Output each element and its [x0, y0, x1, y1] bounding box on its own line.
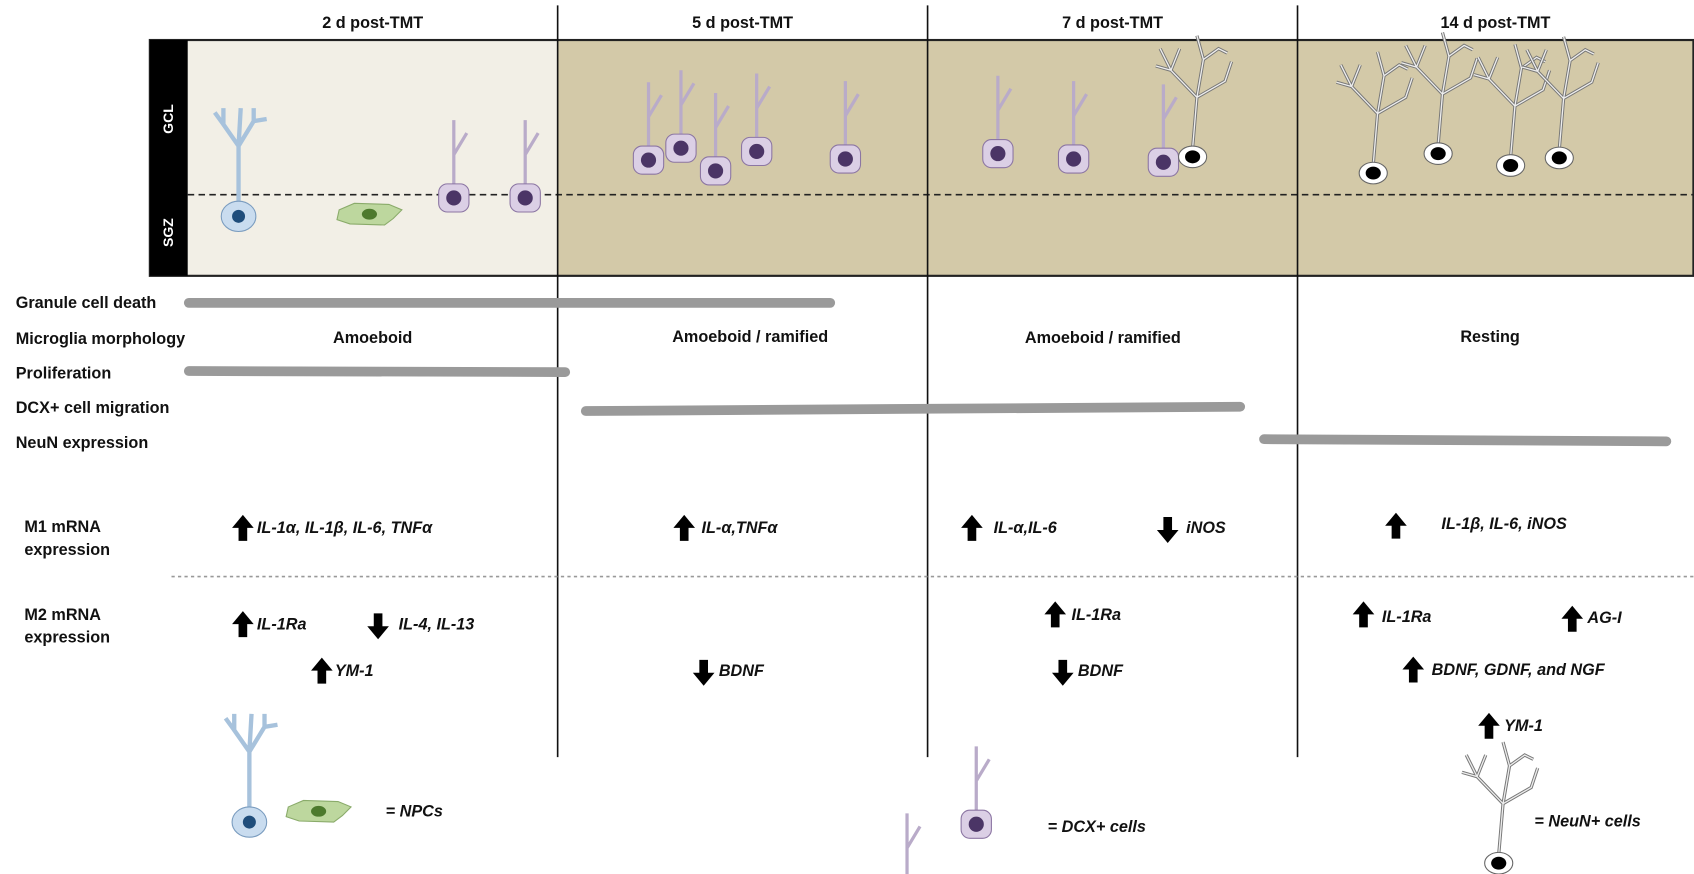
layer-label: GCL: [160, 104, 176, 134]
column-header: 14 d post-TMT: [1441, 14, 1551, 32]
microglia-state: Resting: [1460, 328, 1519, 346]
legend-label: = DCX+ cells: [1048, 818, 1146, 836]
row-label: DCX+ cell migration: [16, 399, 170, 417]
m1-item: IL-1α, IL-1β, IL-6, TNFα: [257, 519, 433, 537]
m1-label: expression: [24, 541, 110, 559]
microglia-state: Amoeboid / ramified: [672, 328, 828, 346]
m2-item: BDNF: [719, 662, 765, 680]
m2-item: BDNF, GDNF, and NGF: [1432, 661, 1606, 679]
legend-label: = NPCs: [386, 803, 443, 821]
arrow-down: [1052, 660, 1074, 686]
timeline-bar: [586, 407, 1240, 411]
arrow-up: [311, 658, 333, 684]
legend-cells: [226, 714, 1538, 874]
arrow-up: [1044, 601, 1066, 627]
arrow-up: [1385, 513, 1407, 539]
arrow-down: [693, 660, 715, 686]
arrow-up: [961, 515, 983, 541]
m2-label: expression: [24, 628, 110, 646]
panel-late: [558, 40, 1694, 276]
timeline-bar: [189, 371, 565, 372]
arrow-up: [1561, 606, 1583, 632]
timeline-bar: [1264, 439, 1666, 441]
m2-item: BDNF: [1078, 662, 1124, 680]
layer-label: SGZ: [160, 218, 176, 247]
m2-item: IL-1Ra: [257, 615, 307, 633]
m2-label: M2 mRNA: [24, 606, 101, 624]
legend-label: = NeuN+ cells: [1534, 812, 1640, 830]
microglia-state: Amoeboid: [333, 329, 412, 347]
arrow-down: [1157, 517, 1179, 543]
m2-item: AG-I: [1586, 609, 1622, 627]
column-header: 5 d post-TMT: [692, 14, 793, 32]
m1-item: IL-α,TNFα: [702, 519, 779, 537]
arrow-down: [367, 613, 389, 639]
arrow-up: [1402, 657, 1424, 683]
arrow-up: [1478, 713, 1500, 739]
m2-item: IL-1Ra: [1071, 606, 1121, 624]
m1-item: IL-α,IL-6: [994, 519, 1058, 537]
row-label: NeuN expression: [16, 434, 149, 452]
m2-item: IL-4, IL-13: [399, 615, 475, 633]
m1-item: iNOS: [1186, 519, 1226, 537]
arrow-up: [1353, 601, 1375, 627]
arrow-up: [232, 611, 254, 637]
diagram: GCL SGZ 2 d post-TMT 5 d post-TMT 7 d po…: [0, 0, 1694, 874]
microglia-state: Amoeboid / ramified: [1025, 329, 1181, 347]
m2-item: YM-1: [1504, 717, 1543, 735]
row-label: Proliferation: [16, 365, 112, 383]
arrow-up: [673, 515, 695, 541]
m2-item: IL-1Ra: [1382, 608, 1432, 626]
m1-label: M1 mRNA: [24, 518, 101, 536]
column-header: 7 d post-TMT: [1062, 14, 1163, 32]
row-label: Granule cell death: [16, 294, 157, 312]
arrow-up: [232, 515, 254, 541]
panel-early: [188, 40, 558, 276]
row-label: Microglia morphology: [16, 330, 185, 348]
m2-item: YM-1: [335, 662, 374, 680]
m1-item: IL-1β, IL-6, iNOS: [1441, 515, 1567, 533]
column-header: 2 d post-TMT: [322, 14, 423, 32]
